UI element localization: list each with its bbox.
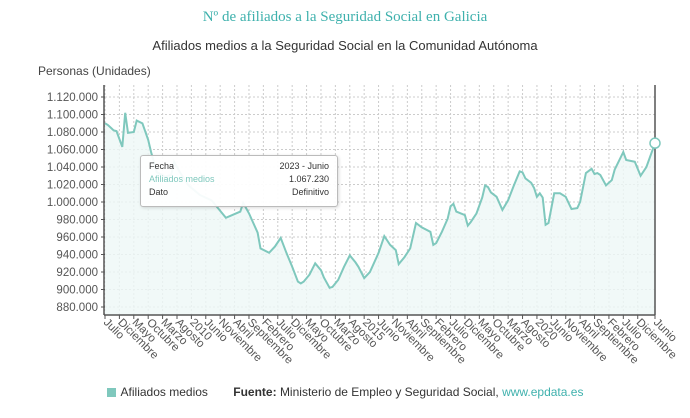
y-tick-label: 1.020.000 [47, 180, 98, 192]
tooltip-fecha-value: 2023 - Junio [279, 161, 329, 171]
y-tick-label: 1.060.000 [47, 145, 98, 157]
axes [101, 85, 656, 319]
legend-series-label: Afiliados medios [120, 385, 208, 399]
y-tick-label: 920.000 [56, 267, 98, 279]
y-tick-label: 1.080.000 [47, 127, 98, 139]
y-tick-label: 900.000 [56, 285, 98, 297]
source-link[interactable]: www.epdata.es [502, 385, 584, 399]
y-tick-labels: 1.120.000 1.100.000 1.080.000 1.060.000 1.04… [47, 92, 98, 314]
y-tick-label: 980.000 [56, 215, 98, 227]
y-tick-label: 960.000 [56, 232, 98, 244]
y-tick-label: 1.000.000 [47, 197, 98, 209]
tooltip-dato-label: Dato [149, 187, 169, 197]
tooltip-series-label: Afiliados medios [149, 174, 215, 184]
tooltip: Fecha 2023 - Junio Afiliados medios 1.067.… [140, 155, 338, 207]
x-tick-labels: JulioDiciembreMayoOctubreMarzoAgosto2010… [101, 317, 679, 367]
legend: Afiliados medios Fuente: Ministerio de E… [0, 385, 690, 399]
y-axis-label: Personas (Unidades) [38, 64, 151, 78]
y-tick-label: 1.040.000 [47, 162, 98, 174]
legend-swatch [106, 388, 116, 397]
y-tick-label: 1.120.000 [47, 92, 98, 104]
tooltip-series-value: 1.067.230 [288, 174, 329, 184]
chart-title: Nº de afiliados a la Seguridad Social en… [202, 9, 488, 25]
source-text: Ministerio de Empleo y Seguridad Social, [279, 385, 499, 399]
tooltip-fecha-label: Fecha [149, 161, 175, 171]
series-area-fill [105, 112, 655, 315]
tooltip-dato-value: Definitivo [291, 187, 329, 197]
chart-subtitle: Afiliados medios a la Seguridad Social e… [152, 38, 538, 53]
y-tick-label: 940.000 [56, 250, 98, 262]
y-tick-label: 1.100.000 [47, 110, 98, 122]
highlighted-data-point [649, 137, 661, 149]
source-label: Fuente: [233, 385, 277, 399]
legend-item-afiliados[interactable]: Afiliados medios [106, 385, 208, 399]
y-tick-label: 880.000 [56, 302, 98, 314]
data-points [649, 137, 661, 149]
